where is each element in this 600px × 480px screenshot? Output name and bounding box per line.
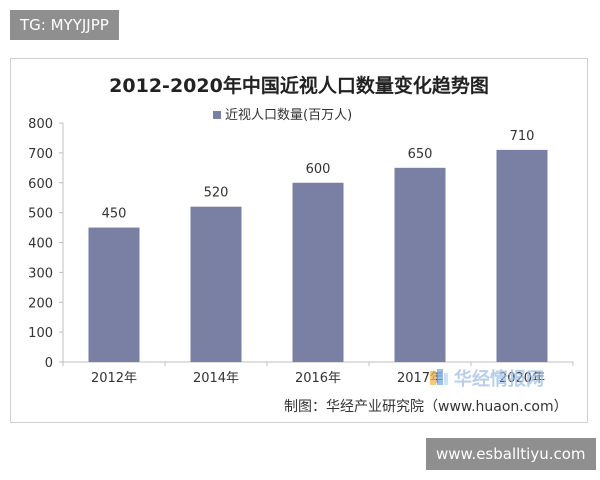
chart-title: 2012-2020年中国近视人口数量变化趋势图 — [109, 74, 489, 97]
bar-chart: 2012-2020年中国近视人口数量变化趋势图 近视人口数量(百万人) 0 100… — [28, 74, 574, 415]
bar — [496, 149, 548, 362]
bottom-right-site-tag: www.esballtiyu.com — [426, 438, 596, 470]
bar-value-label: 710 — [510, 129, 535, 144]
y-tick-label: 600 — [28, 177, 53, 192]
source-note: 制图：华经产业研究院（www.huaon.com） — [284, 399, 568, 415]
bar — [88, 227, 140, 362]
bar-value-label: 650 — [408, 147, 433, 162]
y-tick-label: 0 — [45, 356, 53, 371]
y-tick-label: 100 — [28, 326, 53, 341]
y-tick-label: 800 — [28, 117, 53, 132]
bar-value-label: 450 — [102, 207, 127, 222]
bar — [394, 167, 446, 362]
y-tick-label: 400 — [28, 237, 53, 252]
legend: 近视人口数量(百万人) — [213, 108, 352, 123]
y-tick-label: 700 — [28, 147, 53, 162]
legend-swatch — [213, 111, 221, 119]
watermark-logo-icon — [430, 369, 448, 385]
watermark-text: 华经情报网 — [454, 369, 544, 390]
y-tick-label: 300 — [28, 266, 53, 281]
top-left-tag: TG: MYYJJPP — [10, 10, 119, 40]
legend-label: 近视人口数量(百万人) — [225, 108, 352, 123]
bar — [190, 206, 242, 362]
bar — [292, 182, 344, 362]
x-tick-label: 2012年 — [91, 371, 137, 386]
chart-frame: 2012-2020年中国近视人口数量变化趋势图 近视人口数量(百万人) 0 100… — [10, 58, 588, 423]
plot-area: 0 100 200 300 400 500 600 700 800 450 2012年 520 2014… — [28, 117, 574, 386]
bar-value-label: 520 — [204, 186, 229, 201]
watermark: 华经情报网 — [428, 364, 544, 392]
bar-value-label: 600 — [306, 162, 331, 177]
x-tick-label: 2020年 — [499, 371, 545, 386]
x-tick-label: 2014年 — [193, 371, 239, 386]
y-tick-label: 500 — [28, 207, 53, 222]
x-tick-label: 2016年 — [295, 371, 341, 386]
y-tick-label: 200 — [28, 296, 53, 311]
